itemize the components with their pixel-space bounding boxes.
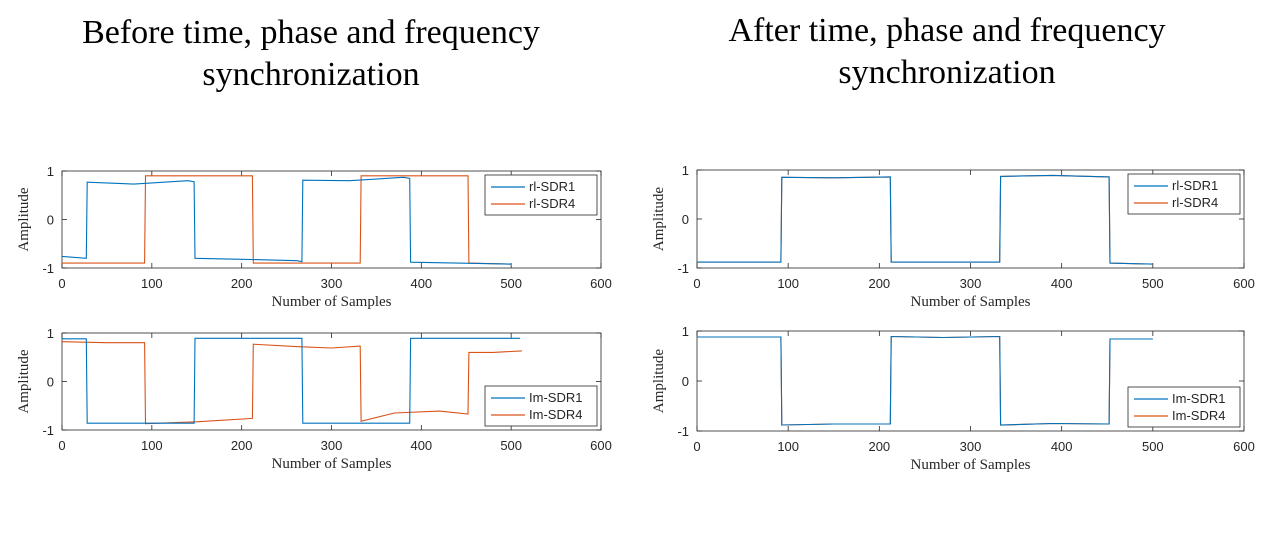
series-line-rl-SDR4 — [62, 175, 512, 265]
x-tick-label: 0 — [58, 438, 65, 453]
x-tick-label: 200 — [868, 276, 890, 291]
x-tick-label: 300 — [321, 276, 343, 291]
y-axis-label: Amplitude — [651, 349, 667, 414]
series-line-rl-SDR1 — [697, 174, 1153, 265]
y-tick-label: 1 — [47, 326, 54, 341]
y-tick-label: -1 — [677, 424, 689, 439]
x-tick-label: 600 — [1233, 439, 1255, 454]
y-tick-label: 0 — [682, 374, 689, 389]
x-tick-label: 300 — [960, 276, 982, 291]
x-axis-label: Number of Samples — [272, 294, 392, 310]
x-tick-label: 500 — [500, 438, 522, 453]
x-tick-label: 100 — [777, 276, 799, 291]
x-tick-label: 200 — [868, 439, 890, 454]
x-tick-label: 400 — [1051, 439, 1073, 454]
after-heading-line1: After time, phase and frequency — [728, 12, 1166, 49]
y-axis-label: Amplitude — [16, 187, 32, 252]
y-axis-label: Amplitude — [651, 187, 667, 252]
before-heading-line1: Before time, phase and frequency — [82, 14, 540, 51]
x-tick-label: 500 — [1142, 439, 1164, 454]
legend-label: rl-SDR1 — [529, 179, 575, 194]
x-tick-label: 600 — [590, 438, 612, 453]
y-tick-label: 0 — [47, 375, 54, 390]
y-tick-label: 1 — [682, 163, 689, 178]
legend-label: rl-SDR1 — [1172, 178, 1218, 193]
x-tick-label: 400 — [1051, 276, 1073, 291]
y-tick-label: 0 — [47, 213, 54, 228]
x-tick-label: 600 — [590, 276, 612, 291]
legend-label: Im-SDR1 — [529, 390, 582, 405]
series-line-rl-SDR1 — [62, 176, 512, 265]
y-tick-label: -1 — [42, 423, 54, 438]
x-axis-label: Number of Samples — [272, 456, 392, 472]
x-tick-label: 600 — [1233, 276, 1255, 291]
before-heading: Before time, phase and frequency synchro… — [36, 12, 586, 96]
x-tick-label: 500 — [500, 276, 522, 291]
x-tick-label: 400 — [410, 276, 432, 291]
y-tick-label: -1 — [677, 261, 689, 276]
x-tick-label: 0 — [693, 276, 700, 291]
x-tick-label: 0 — [58, 276, 65, 291]
x-tick-label: 100 — [777, 439, 799, 454]
legend-box — [484, 385, 598, 427]
chart-panel-before-real: 0 100 200 300 400 500 600 -1 0 1 Number of Samples… — [16, 164, 612, 310]
series-line-Im-SDR4 — [62, 341, 522, 425]
after-heading-line2: synchronization — [838, 54, 1056, 91]
x-tick-label: 100 — [141, 276, 163, 291]
legend-label: rl-SDR4 — [1172, 195, 1218, 210]
before-heading-line2: synchronization — [202, 56, 420, 93]
legend-label: Im-SDR4 — [1172, 408, 1225, 423]
x-axis-label: Number of Samples — [911, 294, 1031, 310]
x-tick-label: 300 — [321, 438, 343, 453]
chart-panel-after-imag: 0 100 200 300 400 500 600 -1 0 1 Number of Samples… — [651, 324, 1255, 473]
y-tick-label: 0 — [682, 212, 689, 227]
legend-box — [484, 174, 598, 216]
chart-panel-after-real: 0 100 200 300 400 500 600 -1 0 1 Number of Samples… — [651, 163, 1255, 310]
legend-label: Im-SDR1 — [1172, 391, 1225, 406]
x-tick-label: 200 — [231, 438, 253, 453]
chart-panel-before-imag: 0 100 200 300 400 500 600 -1 0 1 Number of Samples… — [16, 326, 612, 472]
legend-box — [1127, 386, 1241, 428]
x-axis-label: Number of Samples — [911, 457, 1031, 473]
x-tick-label: 400 — [410, 438, 432, 453]
after-heading: After time, phase and frequency synchron… — [672, 10, 1222, 94]
series-line-Im-SDR1 — [62, 337, 521, 424]
x-tick-label: 300 — [960, 439, 982, 454]
x-tick-label: 100 — [141, 438, 163, 453]
x-tick-label: 200 — [231, 276, 253, 291]
legend-label: rl-SDR4 — [529, 196, 575, 211]
y-tick-label: 1 — [682, 324, 689, 339]
y-tick-label: 1 — [47, 164, 54, 179]
y-tick-label: -1 — [42, 261, 54, 276]
legend-box — [1127, 173, 1241, 215]
y-axis-label: Amplitude — [16, 349, 32, 414]
x-tick-label: 0 — [693, 439, 700, 454]
series-line-Im-SDR1 — [697, 335, 1153, 426]
x-tick-label: 500 — [1142, 276, 1164, 291]
legend-label: Im-SDR4 — [529, 407, 582, 422]
